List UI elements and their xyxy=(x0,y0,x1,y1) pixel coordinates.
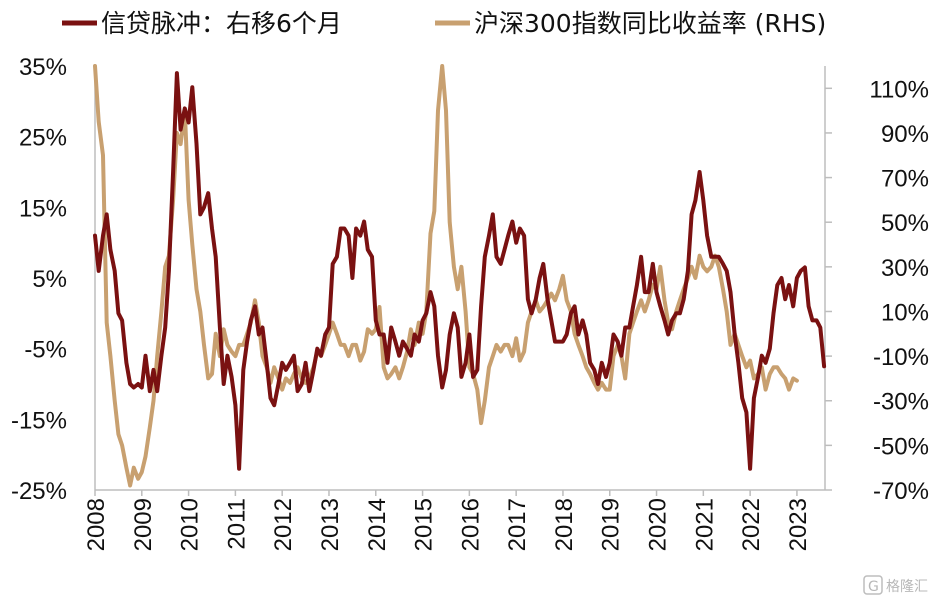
legend-label-credit-impulse: 信贷脉冲：右移6个月 xyxy=(101,9,342,38)
y-right-tick-label: 30% xyxy=(881,255,929,282)
y-right-tick-label: -50% xyxy=(873,433,929,460)
y-right-tick-label: 90% xyxy=(881,121,929,148)
x-tick-label: 2012 xyxy=(270,498,297,551)
x-tick-label: 2015 xyxy=(411,498,438,551)
y-left-tick-label: -15% xyxy=(11,407,67,434)
watermark-text: 格隆汇 xyxy=(886,579,928,595)
x-tick-label: 2009 xyxy=(130,498,157,551)
y-left-tick-label: 5% xyxy=(32,266,67,293)
y-right-tick-label: -30% xyxy=(873,389,929,416)
y-right-tick-label: 70% xyxy=(881,166,929,193)
x-tick-label: 2017 xyxy=(504,498,531,551)
x-tick-label: 2014 xyxy=(364,498,391,551)
y-left-tick-label: 15% xyxy=(19,195,67,222)
watermark-logo-glyph: G xyxy=(868,579,879,595)
y-right-tick-label: 110% xyxy=(869,76,929,103)
y-left-tick-label: -5% xyxy=(24,337,67,364)
x-tick-label: 2023 xyxy=(785,498,812,551)
x-tick-label: 2020 xyxy=(645,498,672,551)
x-tick-label: 2008 xyxy=(83,498,110,551)
y-left-tick-label: 35% xyxy=(19,54,67,81)
legend: 信贷脉冲：右移6个月 沪深300指数同比收益率 (RHS) xyxy=(62,9,826,38)
y-right-tick-label: 50% xyxy=(881,210,929,237)
x-tick-label: 2016 xyxy=(457,498,484,551)
y-right-tick-label: 10% xyxy=(881,299,929,326)
y-left-tick-label: 25% xyxy=(19,125,67,152)
y-left-tick-label: -25% xyxy=(11,478,67,505)
x-tick-label: 2019 xyxy=(598,498,625,551)
x-tick-label: 2021 xyxy=(691,498,718,551)
y-right-tick-label: -70% xyxy=(873,478,929,505)
series-line-credit-impulse xyxy=(93,71,827,471)
watermark: G 格隆汇 xyxy=(863,575,928,595)
axes: 35% 25% 15% 5% -5% -15% -25% 110% 90% 70% 50% 30% 10… xyxy=(11,54,929,551)
x-tick-label: 2013 xyxy=(317,498,344,551)
y-right-tick-label: -10% xyxy=(873,344,929,371)
series-layer xyxy=(93,64,827,488)
series-line-csi300-yoy xyxy=(93,64,799,488)
x-tick-label: 2018 xyxy=(551,498,578,551)
x-tick-label: 2022 xyxy=(738,498,765,551)
x-tick-label: 2010 xyxy=(177,498,204,551)
legend-label-csi300-yoy: 沪深300指数同比收益率 (RHS) xyxy=(474,9,826,38)
watermark-logo-icon xyxy=(863,575,883,595)
x-tick-label: 2011 xyxy=(223,498,250,550)
